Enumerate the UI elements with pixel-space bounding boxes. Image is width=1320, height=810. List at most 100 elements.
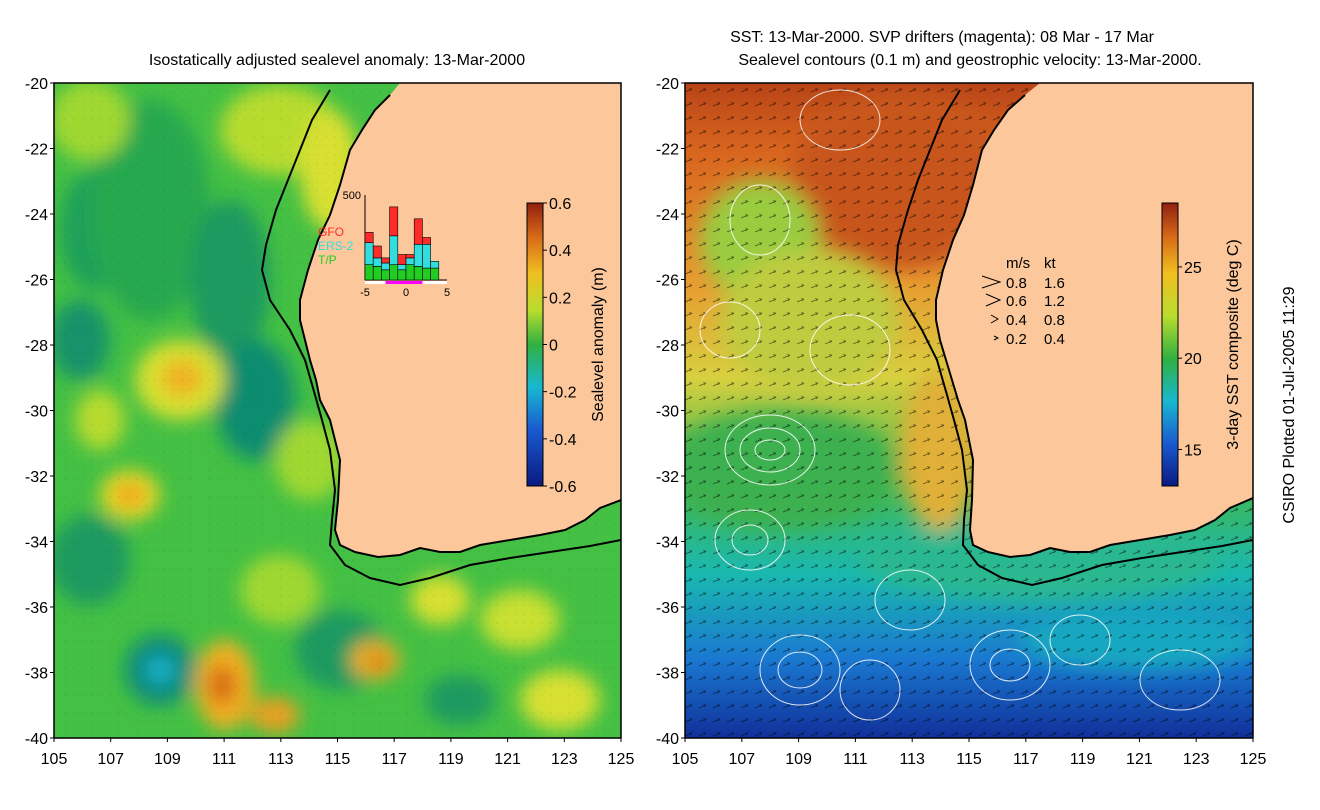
histogram-bar-gfo [413, 218, 423, 245]
colorbar-tick-label: 25 [1184, 260, 1202, 277]
colorbar-tick-label: -0.4 [549, 432, 577, 449]
coastline [299, 94, 621, 559]
latitude-tick-label: -36 [25, 600, 48, 617]
histogram-bar-tp [389, 264, 399, 281]
velocity-ms: 0.6 [1006, 293, 1027, 310]
latitude-tick-label: -20 [25, 76, 48, 93]
arrow-0.8-icon [981, 275, 1002, 289]
histogram-bar-ers [422, 244, 431, 269]
longitude-tick-label: 117 [1013, 751, 1039, 768]
longitude-axis-sst: 105 107 109 111 113 115 117 119 121 123 125 [672, 738, 1267, 768]
latitude-tick-label: -32 [656, 469, 679, 486]
latitude-tick-label: -32 [25, 469, 48, 486]
histogram-legend-T/P: T/P [318, 253, 337, 267]
latitude-tick-label: -28 [25, 338, 48, 355]
sla-field [54, 83, 621, 738]
latitude-axis-sst: -20 -22 -24 -26 -28 -30 -32 -34 -36 -38 -40 [656, 76, 685, 748]
latitude-tick-label: -38 [656, 666, 679, 683]
histogram-legend-ERS-2: ERS-2 [318, 239, 354, 253]
velocity-ms: 0.8 [1006, 275, 1027, 292]
latitude-tick-label: -28 [656, 338, 679, 355]
histogram-bar-ers [381, 262, 390, 271]
sealevel-contours [699, 89, 1221, 721]
longitude-tick-label: 123 [551, 751, 578, 768]
sst-field [685, 83, 1253, 738]
longitude-tick-label: 117 [381, 751, 407, 768]
colorbar-tick-label: 0.4 [549, 243, 571, 260]
velocity-kt: 1.6 [1044, 275, 1065, 292]
histogram-bar-ers [413, 244, 423, 267]
velocity-legend-row: 0.2 0.4 [993, 331, 1065, 348]
latitude-tick-label: -30 [656, 404, 679, 421]
latitude-tick-label: -24 [25, 207, 48, 224]
velocity-legend-row: 0.8 1.6 [981, 275, 1065, 292]
colorbar-label: Sealevel anomaly (m) [590, 267, 607, 422]
longitude-tick-label: 107 [728, 751, 755, 768]
velocity-kt: 0.4 [1044, 331, 1065, 348]
latitude-tick-label: -24 [656, 207, 679, 224]
longitude-tick-label: 105 [672, 751, 699, 768]
histogram-bar-ers [430, 260, 440, 269]
velocity-legend-row: 0.4 0.8 [990, 312, 1065, 329]
histogram-bar-gfo [372, 245, 382, 259]
histogram-bar-ers [397, 264, 407, 271]
colorbar-scale [526, 202, 544, 487]
colorbar-tick-label: 0 [549, 338, 558, 355]
longitude-tick-label: 109 [785, 751, 812, 768]
histogram-bar-tp [372, 266, 382, 281]
colorbar-tick-label: -0.6 [549, 479, 577, 496]
longitude-tick-label: 109 [154, 751, 181, 768]
latitude-tick-label: -22 [656, 142, 679, 159]
longitude-tick-label: 111 [212, 751, 236, 768]
longitude-tick-label: 125 [1240, 751, 1267, 768]
longitude-axis: 105 107 109 111 113 115 117 119 121 123 125 [41, 738, 634, 768]
latitude-tick-label: -38 [25, 666, 48, 683]
latitude-tick-label: -22 [25, 142, 48, 159]
colorbar-tick-label: -0.2 [549, 385, 577, 402]
colorbar-tick-label: 0.2 [549, 290, 571, 307]
histogram-bar-tp [405, 264, 415, 281]
right-map-title-line2: Sealevel contours (0.1 m) and geostrophi… [738, 52, 1202, 69]
histogram-bar-gfo [422, 237, 431, 245]
longitude-tick-label: 115 [325, 751, 351, 768]
histogram-bar-tp [413, 266, 423, 281]
latitude-tick-label: -40 [656, 731, 679, 748]
histogram-bar-tp [397, 269, 407, 281]
sst-map: -20 -22 -24 -26 -28 -30 -32 -34 -36 -38 -40 105 107… [656, 76, 1267, 768]
histogram-bar-gfo [364, 232, 374, 243]
velocity-legend-header-kt: kt [1044, 255, 1057, 272]
histogram-x-tick: -5 [360, 287, 370, 299]
coastline-sst [935, 94, 1253, 559]
longitude-tick-label: 113 [268, 751, 294, 768]
histogram-x-tick: 0 [403, 287, 409, 299]
colorbar-tick-label: 20 [1184, 351, 1202, 368]
histogram-bar-gfo [405, 254, 415, 259]
histogram-bar-tp [422, 267, 431, 281]
longitude-tick-label: 111 [843, 751, 867, 768]
arrow-0.4-icon [990, 314, 1000, 324]
histogram-bar-ers [372, 257, 382, 267]
velocity-legend-header-ms: m/s [1006, 255, 1030, 272]
sealevel-anomaly-map: -20 -22 -24 -26 -28 -30 -32 -34 -36 -38 -40 105 107… [25, 76, 635, 768]
latitude-tick-label: -36 [656, 600, 679, 617]
histogram-legend-GFO: GFO [318, 225, 344, 239]
longitude-tick-label: 121 [1126, 751, 1153, 768]
longitude-tick-label: 105 [41, 751, 68, 768]
longitude-tick-label: 121 [494, 751, 521, 768]
histogram-ymax-label: 500 [343, 190, 361, 202]
longitude-tick-label: 123 [1183, 751, 1210, 768]
latitude-tick-label: -20 [656, 76, 679, 93]
australia-land-sst [936, 83, 1253, 557]
velocity-ms: 0.2 [1006, 331, 1027, 348]
longitude-tick-label: 119 [438, 751, 464, 768]
left-map-title: Isostatically adjusted sealevel anomaly:… [148, 52, 526, 69]
arrow-0.2-icon [993, 335, 1000, 341]
colorbar-scale [1161, 202, 1179, 487]
histogram-bar-ers [389, 235, 399, 266]
histogram-x-tick: 5 [444, 287, 450, 299]
longitude-tick-label: 107 [97, 751, 124, 768]
latitude-tick-label: -26 [25, 273, 48, 290]
velocity-ms: 0.4 [1006, 312, 1027, 329]
histogram-bar-ers [364, 242, 374, 266]
